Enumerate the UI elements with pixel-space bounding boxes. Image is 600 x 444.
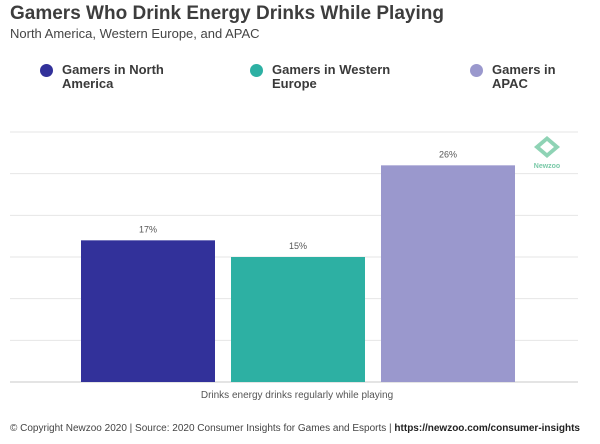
chart-data-labels: 17% 15% 26% bbox=[139, 149, 457, 251]
legend-item-western-europe: Gamers in Western Europe bbox=[250, 63, 392, 91]
footer-copyright: © Copyright Newzoo 2020 | Source: 2020 C… bbox=[10, 423, 392, 434]
footer-link[interactable]: https://newzoo.com/consumer-insights bbox=[394, 423, 580, 434]
data-label-north-america: 17% bbox=[139, 224, 157, 234]
legend-item-apac: Gamers in APAC bbox=[470, 63, 572, 91]
x-axis-category-label: Drinks energy drinks regularly while pla… bbox=[201, 390, 393, 401]
legend-swatch-western-europe bbox=[250, 64, 263, 77]
legend-swatch-north-america bbox=[40, 64, 53, 77]
legend-swatch-apac bbox=[470, 64, 483, 77]
watermark-text: Newzoo bbox=[533, 163, 561, 170]
legend-label-north-america: Gamers in North America bbox=[62, 62, 164, 91]
chart-bars bbox=[81, 165, 515, 382]
footer: © Copyright Newzoo 2020 | Source: 2020 C… bbox=[10, 423, 580, 434]
legend-label-apac: Gamers in APAC bbox=[492, 62, 556, 91]
data-label-western-europe: 15% bbox=[289, 241, 307, 251]
bar-western-europe bbox=[231, 257, 365, 382]
newzoo-logo-icon bbox=[534, 136, 560, 158]
legend-item-north-america: Gamers in North America bbox=[40, 63, 182, 91]
bar-chart: 17% 15% 26% Drinks energy drinks regularly… bbox=[10, 131, 578, 401]
legend-label-western-europe: Gamers in Western Europe bbox=[272, 62, 391, 91]
bar-north-america bbox=[81, 240, 215, 382]
bar-apac bbox=[381, 165, 515, 382]
chart-subtitle: North America, Western Europe, and APAC bbox=[10, 26, 260, 41]
newzoo-watermark: Newzoo bbox=[532, 135, 562, 170]
chart-title: Gamers Who Drink Energy Drinks While Pla… bbox=[10, 3, 444, 24]
data-label-apac: 26% bbox=[439, 149, 457, 159]
